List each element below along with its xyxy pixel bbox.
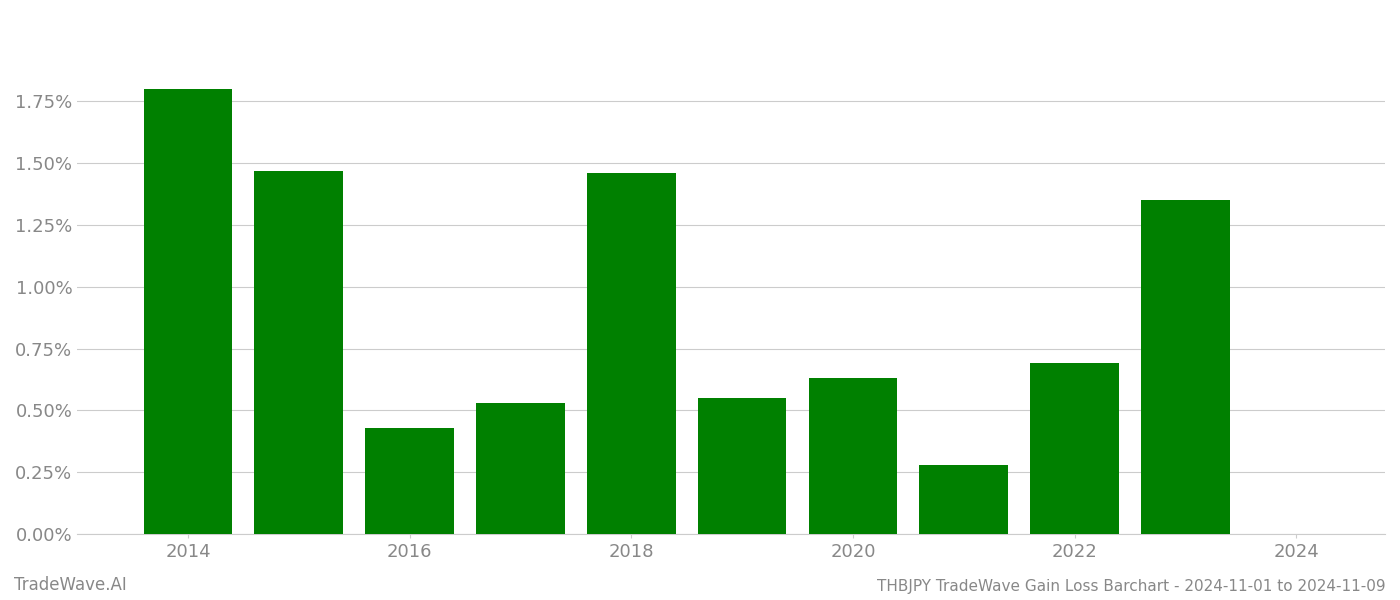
Text: THBJPY TradeWave Gain Loss Barchart - 2024-11-01 to 2024-11-09: THBJPY TradeWave Gain Loss Barchart - 20… bbox=[878, 579, 1386, 594]
Bar bbox=[1141, 200, 1229, 534]
Bar bbox=[809, 378, 897, 534]
Bar bbox=[697, 398, 787, 534]
Bar bbox=[144, 89, 232, 534]
Bar bbox=[920, 465, 1008, 534]
Bar bbox=[587, 173, 676, 534]
Bar bbox=[255, 170, 343, 534]
Bar bbox=[1030, 364, 1119, 534]
Bar bbox=[365, 428, 454, 534]
Bar bbox=[476, 403, 564, 534]
Text: TradeWave.AI: TradeWave.AI bbox=[14, 576, 127, 594]
